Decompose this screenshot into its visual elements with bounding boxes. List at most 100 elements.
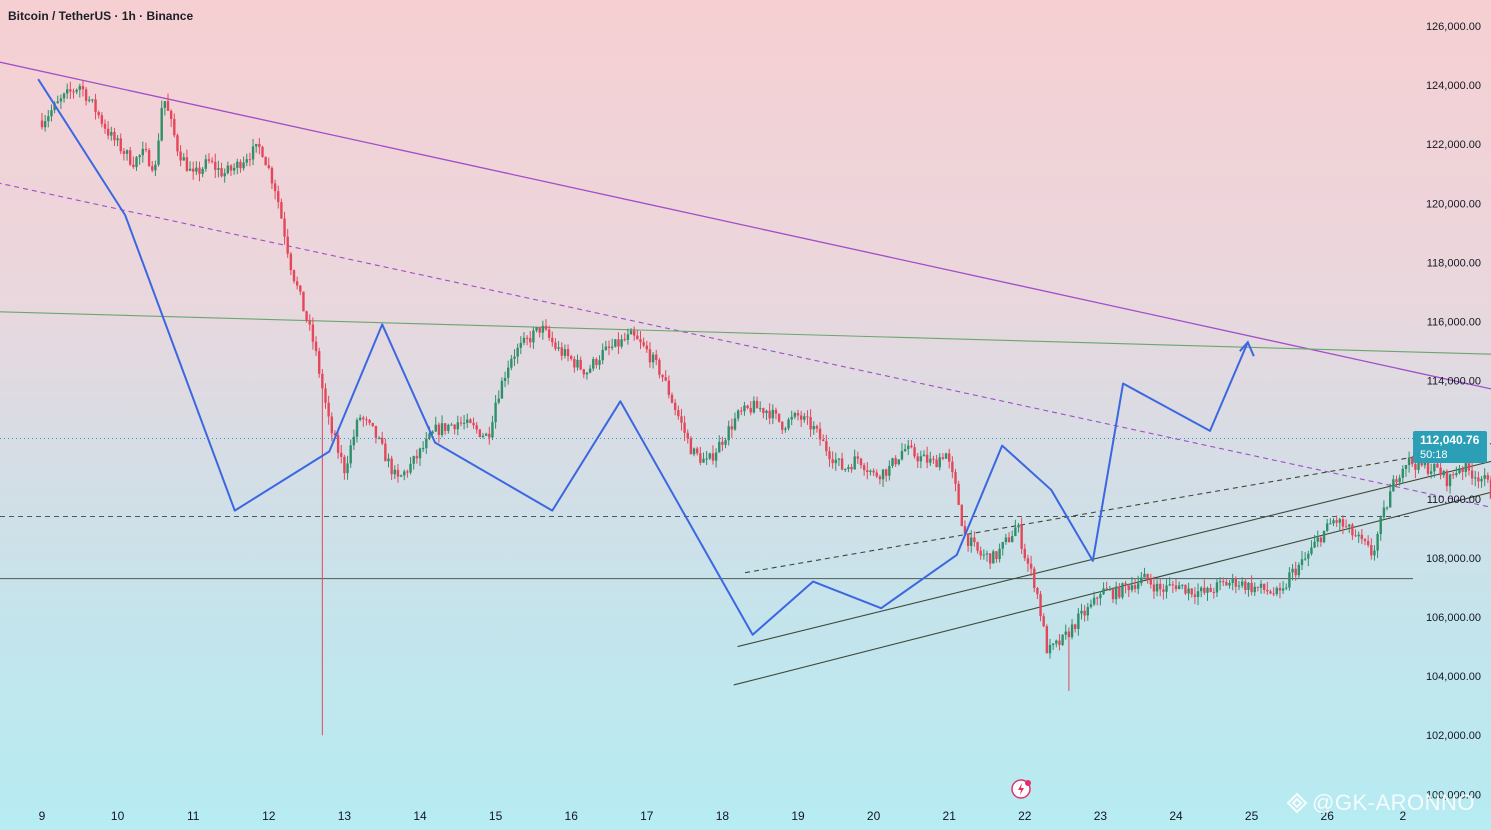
candle-body (428, 433, 431, 439)
candle-body (283, 218, 286, 237)
y-tick-label: 104,000.00 (1426, 671, 1481, 683)
candle-body (390, 458, 393, 475)
y-tick-label: 122,000.00 (1426, 139, 1481, 151)
candle-body (336, 435, 340, 453)
candle (421, 441, 425, 452)
candle-body (645, 345, 648, 350)
candle-body (1363, 539, 1367, 542)
candle (639, 331, 642, 350)
candle-body (182, 157, 185, 161)
candle (1452, 471, 1455, 479)
candle (522, 332, 526, 346)
candle (759, 401, 762, 412)
projection-pattern (37, 78, 1255, 636)
candle-body (1105, 588, 1108, 590)
x-tick-label: 20 (867, 809, 881, 823)
candle-body (176, 135, 179, 152)
candle-body (494, 402, 497, 423)
candle (1370, 538, 1373, 560)
candle-body (1061, 634, 1064, 645)
candle (1253, 582, 1256, 597)
candle-body (273, 183, 277, 192)
candle-body (1445, 470, 1449, 487)
candle (651, 352, 655, 369)
candle-body (1426, 462, 1430, 474)
candle-body (1253, 586, 1256, 593)
candle-body (236, 161, 239, 168)
candle-body (633, 330, 636, 336)
candle-body (1212, 591, 1215, 593)
candle (447, 423, 450, 434)
candle-body (1074, 624, 1077, 629)
candle (812, 421, 815, 435)
candle (160, 100, 163, 142)
candle-body (299, 285, 302, 292)
candle (1215, 579, 1219, 598)
candle-body (866, 470, 869, 472)
candle-body (1174, 585, 1178, 590)
candle-body (910, 445, 913, 448)
x-tick-label: 21 (943, 809, 957, 823)
candle-body (1039, 594, 1042, 617)
alert-icon[interactable] (1011, 779, 1031, 799)
candle-body (1461, 468, 1464, 472)
candle-body (321, 373, 324, 389)
candle (173, 113, 176, 138)
time-axis[interactable]: 9 10 11 12 13 14 15 16 17 18 19 20 21 22 23 24 25 26 2 (39, 809, 1407, 823)
candle (192, 161, 195, 180)
candle (1096, 596, 1099, 606)
candle-body (318, 351, 321, 374)
candle-body (831, 459, 834, 464)
candle-body (951, 461, 954, 473)
candle (837, 458, 841, 466)
candle (255, 143, 258, 153)
candle (1341, 515, 1345, 535)
candle-body (110, 131, 113, 136)
candle (308, 314, 311, 331)
candle (1225, 579, 1228, 586)
candle (888, 460, 891, 481)
candle (450, 422, 453, 426)
candle-body (144, 148, 148, 151)
candle (1174, 579, 1178, 592)
candle-body (327, 402, 330, 417)
price-badge-value: 112,040.76 (1420, 433, 1480, 447)
candle-body (648, 349, 652, 363)
candle-body (1389, 491, 1392, 508)
candle (1259, 580, 1263, 594)
candle-body (1439, 467, 1442, 476)
candle-body (135, 157, 138, 168)
candle (935, 454, 938, 468)
candle (330, 412, 333, 442)
candle-body (563, 349, 567, 356)
channel-line-1 (733, 491, 1491, 686)
candle (88, 96, 91, 103)
candle-body (513, 356, 516, 359)
candle-body (900, 451, 904, 460)
candle (1042, 613, 1045, 628)
candle (459, 416, 463, 427)
candle-body (582, 369, 585, 375)
candle-body (1140, 577, 1143, 584)
candle-body (1436, 463, 1439, 468)
candle-body (1417, 458, 1420, 470)
candle (40, 112, 44, 130)
candle (617, 332, 620, 355)
candle (299, 284, 302, 296)
candle-body (547, 329, 551, 338)
price-axis[interactable]: 126,000.00 124,000.00 122,000.00 120,000.00… (1426, 21, 1481, 801)
candle-body (1127, 585, 1130, 591)
candle (1448, 473, 1452, 494)
candle (157, 133, 160, 167)
candle (677, 405, 680, 420)
candle-body (812, 426, 815, 430)
candle-body (985, 553, 989, 555)
candle-body (642, 342, 645, 346)
candle (437, 422, 441, 443)
candle (1445, 469, 1449, 492)
candle-body (251, 146, 255, 160)
candle-body (1237, 585, 1241, 587)
candle-body (47, 116, 50, 122)
candle-body (765, 410, 768, 414)
